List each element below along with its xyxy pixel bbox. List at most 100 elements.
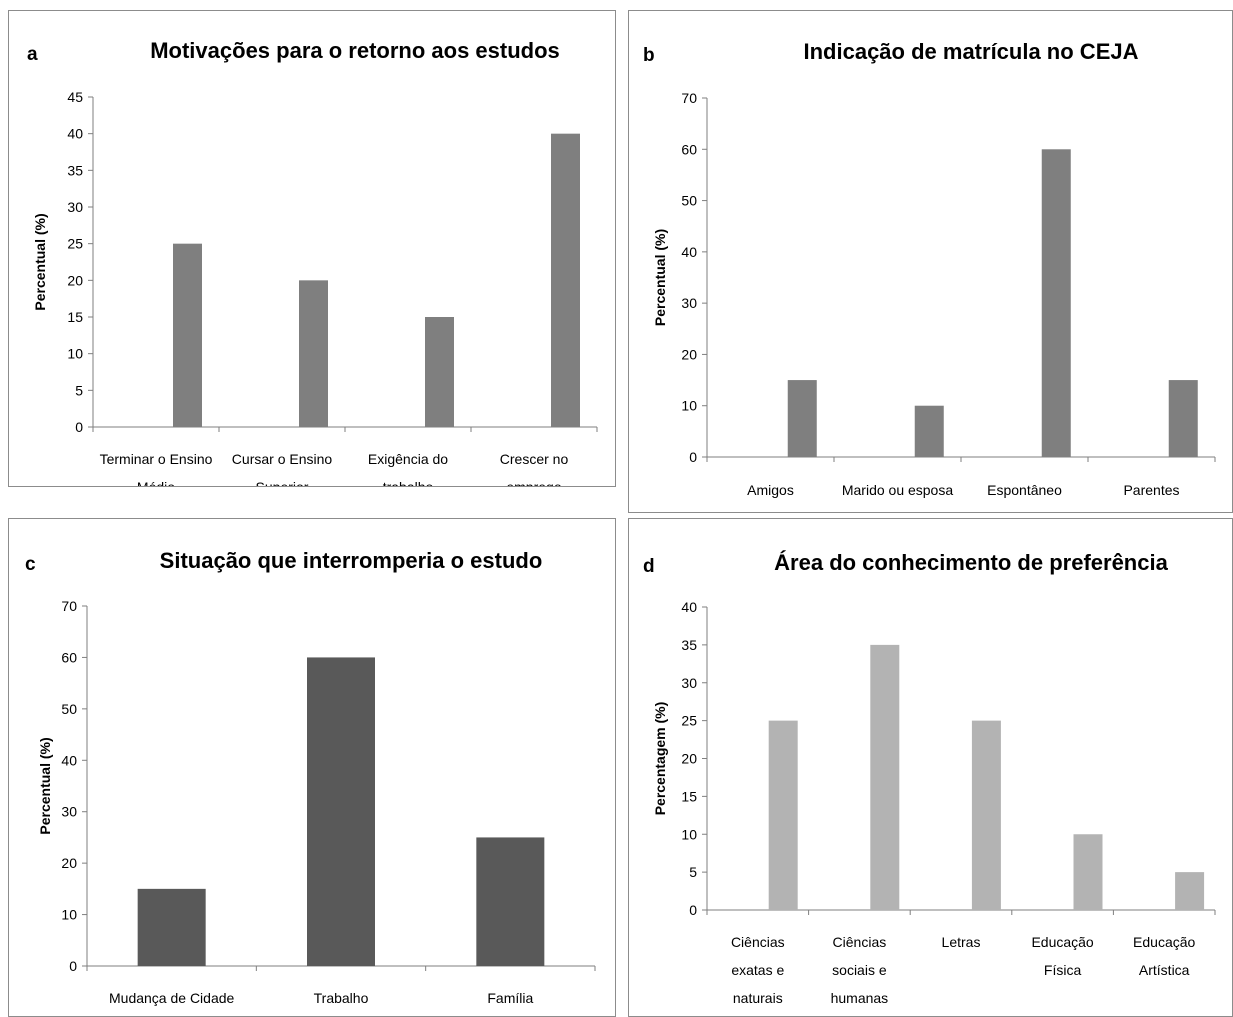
y-tick-label-b: 30 xyxy=(681,295,697,311)
bar-d-3 xyxy=(971,720,1001,910)
y-tick-label-c: 70 xyxy=(61,598,77,614)
panel-letter-c: c xyxy=(25,554,36,575)
y-tick-label-a: 15 xyxy=(67,309,83,325)
y-tick-label-d: 25 xyxy=(681,713,697,729)
y-axis-label-a: Percentual (%) xyxy=(32,213,48,310)
x-tick-label-line: Educação xyxy=(1133,934,1195,950)
chart-panel-c: c Situação que interromperia o estudo Perc… xyxy=(8,518,616,1017)
x-tick-label-line: Educação xyxy=(1031,934,1093,950)
x-tick-label-a-3: Exigência do trabalho xyxy=(368,451,448,486)
bar-b-2 xyxy=(914,405,944,457)
x-tick-label-line: Letras xyxy=(942,934,981,950)
y-tick-label-a: 0 xyxy=(75,419,83,435)
x-tick-label-c-2: Trabalho xyxy=(314,990,369,1006)
y-tick-label-d: 15 xyxy=(681,788,697,804)
x-tick-label-line: sociais e xyxy=(832,962,887,978)
chart-c: c Situação que interromperia o estudo Perc… xyxy=(25,548,596,1006)
y-tick-label-a: 10 xyxy=(67,346,83,362)
panel-letter-d: d xyxy=(643,556,655,577)
x-tick-label-c-3: Família xyxy=(487,990,533,1006)
y-tick-label-a: 35 xyxy=(67,162,83,178)
x-tick-label-b-2: Marido ou esposa xyxy=(842,482,954,498)
x-tick-label-line: Terminar o Ensino xyxy=(100,451,213,467)
x-tick-label-line: Amigos xyxy=(747,482,794,498)
x-tick-label-d-3: Letras xyxy=(942,934,981,950)
y-tick-label-c: 0 xyxy=(69,958,77,974)
chart-panel-d: d Área do conhecimento de preferência Perc… xyxy=(628,518,1233,1017)
bar-d-4 xyxy=(1073,834,1103,910)
x-tick-label-line: Médio xyxy=(137,479,175,486)
y-tick-label-b: 40 xyxy=(681,244,697,260)
bar-a-1 xyxy=(173,243,202,427)
x-tick-label-d-4: Educação Física xyxy=(1031,934,1093,978)
bar-c-3 xyxy=(476,837,545,966)
chart-b: b Indicação de matrícula no CEJA Percentua… xyxy=(643,39,1216,498)
bar-b-3 xyxy=(1041,149,1071,458)
x-tick-label-line: trabalho xyxy=(383,479,434,486)
bar-a-3 xyxy=(425,317,454,427)
bar-a-2 xyxy=(299,280,328,427)
y-tick-label-c: 30 xyxy=(61,804,77,820)
bar-c-1 xyxy=(137,888,206,966)
y-tick-label-d: 30 xyxy=(681,675,697,691)
x-tick-label-line: Parentes xyxy=(1123,482,1179,498)
x-tick-label-line: Física xyxy=(1044,962,1082,978)
chart-d: d Área do conhecimento de preferência Perc… xyxy=(643,550,1216,1006)
panel-letter-a: a xyxy=(27,44,38,65)
y-tick-label-c: 10 xyxy=(61,907,77,923)
x-tick-label-line: Crescer no xyxy=(500,451,569,467)
bar-d-5 xyxy=(1175,872,1205,910)
y-tick-label-d: 40 xyxy=(681,599,697,615)
x-tick-label-line: Ciências xyxy=(731,934,785,950)
x-tick-label-d-1: Ciências exatas e naturais xyxy=(731,934,785,1006)
x-tick-label-b-4: Parentes xyxy=(1123,482,1179,498)
y-tick-label-d: 20 xyxy=(681,751,697,767)
bar-d-1 xyxy=(768,720,798,910)
y-tick-label-c: 40 xyxy=(61,752,77,768)
chart-title-b: Indicação de matrícula no CEJA xyxy=(804,39,1139,64)
x-tick-label-line: humanas xyxy=(831,990,889,1006)
x-tick-label-a-4: Crescer no emprego xyxy=(500,451,569,486)
x-tick-label-line: exatas e xyxy=(731,962,784,978)
bar-d-2 xyxy=(870,644,900,910)
bar-b-4 xyxy=(1168,380,1198,457)
y-tick-label-b: 0 xyxy=(689,449,697,465)
y-axis-label-d: Percentagem (%) xyxy=(652,702,668,816)
x-tick-label-line: Artística xyxy=(1139,962,1190,978)
bar-a-4 xyxy=(551,133,580,427)
x-tick-label-line: Espontâneo xyxy=(987,482,1062,498)
y-tick-label-b: 50 xyxy=(681,193,697,209)
x-tick-label-line: Trabalho xyxy=(314,990,369,1006)
x-tick-label-c-1: Mudança de Cidade xyxy=(109,990,235,1006)
y-tick-label-d: 10 xyxy=(681,826,697,842)
x-tick-label-line: Superior xyxy=(256,479,309,486)
y-tick-label-a: 5 xyxy=(75,382,83,398)
x-tick-label-line: Marido ou esposa xyxy=(842,482,954,498)
x-tick-label-b-1: Amigos xyxy=(747,482,794,498)
chart-panel-a: a Motivações para o retorno aos estudos Pe… xyxy=(8,10,616,487)
chart-panel-b: b Indicação de matrícula no CEJA Percentua… xyxy=(628,10,1233,513)
y-tick-label-d: 0 xyxy=(689,902,697,918)
y-tick-label-b: 60 xyxy=(681,141,697,157)
chart-a: a Motivações para o retorno aos estudos Pe… xyxy=(27,38,598,486)
y-tick-label-d: 35 xyxy=(681,637,697,653)
y-tick-label-c: 50 xyxy=(61,701,77,717)
x-tick-label-line: Ciências xyxy=(833,934,887,950)
x-tick-label-line: Família xyxy=(487,990,533,1006)
x-tick-label-line: emprego xyxy=(506,479,561,486)
y-axis-label-c: Percentual (%) xyxy=(37,737,53,834)
bar-c-2 xyxy=(307,657,375,966)
y-tick-label-d: 5 xyxy=(689,864,697,880)
y-tick-label-b: 20 xyxy=(681,346,697,362)
y-tick-label-a: 30 xyxy=(67,199,83,215)
chart-title-c: Situação que interromperia o estudo xyxy=(160,548,543,573)
x-tick-label-line: Exigência do xyxy=(368,451,448,467)
x-tick-label-d-2: Ciências sociais e humanas xyxy=(831,934,889,1006)
chart-title-d: Área do conhecimento de preferência xyxy=(774,550,1168,575)
x-tick-label-b-3: Espontâneo xyxy=(987,482,1062,498)
y-tick-label-a: 45 xyxy=(67,89,83,105)
y-tick-label-a: 25 xyxy=(67,236,83,252)
chart-title-a: Motivações para o retorno aos estudos xyxy=(150,38,560,63)
y-tick-label-c: 60 xyxy=(61,649,77,665)
y-tick-label-b: 10 xyxy=(681,398,697,414)
